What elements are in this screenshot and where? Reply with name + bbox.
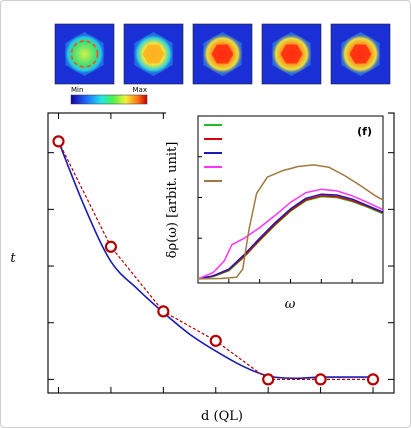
data-point [52,135,65,148]
inset-series-line [197,164,384,280]
inset-panel-label: (f) [357,125,372,138]
data-point [314,373,327,386]
data-point [104,240,118,253]
heatmap-hexagon [280,44,303,64]
inset-legend [204,124,222,182]
data-point [157,305,170,318]
main-plot: d (QL) t [10,112,395,424]
heatmap-core [63,33,106,75]
inset-series-line [197,193,384,280]
inset-series-line [197,188,384,280]
heatmap-hexagon [142,44,165,64]
top-panels [54,23,391,85]
heatmap-hexagon [349,44,372,64]
data-point [209,334,222,347]
marker-layer [52,135,380,386]
heatmap-ring [70,40,99,68]
heatmap-hexagon [211,44,234,64]
inset-plot: (f) ω δρ(ω) [arbit. unit] [165,107,388,312]
data-point [262,373,275,386]
colorbar-max-label: Max [133,86,147,94]
inset-x-axis-label: ω [285,297,296,312]
data-point [366,373,380,386]
main-y-axis-label: t [10,251,16,266]
inset-lines-layer [197,164,384,280]
main-x-axis-label: d (QL) [201,409,243,424]
inset-y-axis-label: δρ(ω) [arbit. unit] [165,142,180,259]
colorbar-gradient [70,94,148,105]
colorbar: Min Max [70,86,148,105]
colorbar-min-label: Min [71,86,83,94]
